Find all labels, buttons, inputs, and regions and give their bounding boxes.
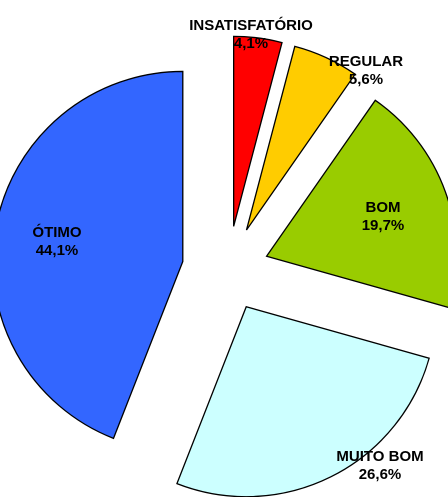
pie-slice-bom [265, 99, 448, 308]
slice-value-muito-bom: 26,6% [359, 466, 402, 483]
pie-slice-insatisfatorio [233, 35, 283, 227]
slice-value-bom: 19,7% [362, 217, 405, 234]
slice-label-otimo: ÓTIMO [32, 223, 81, 241]
slice-label-muito-bom: MUITO BOM [336, 448, 423, 465]
slice-value-otimo: 44,1% [36, 242, 79, 259]
pie-slice-muito-bom [176, 305, 430, 498]
pie-slice-otimo [0, 70, 184, 440]
slice-label-bom: BOM [366, 199, 401, 216]
slice-label-regular: REGULAR [329, 53, 403, 70]
slice-value-insatisfatorio: 4,1% [234, 35, 268, 52]
slice-value-regular: 5,6% [349, 71, 383, 88]
pie-slice-regular [245, 45, 357, 231]
slice-label-insatisfatorio: INSATISFATÓRIO [189, 16, 313, 34]
